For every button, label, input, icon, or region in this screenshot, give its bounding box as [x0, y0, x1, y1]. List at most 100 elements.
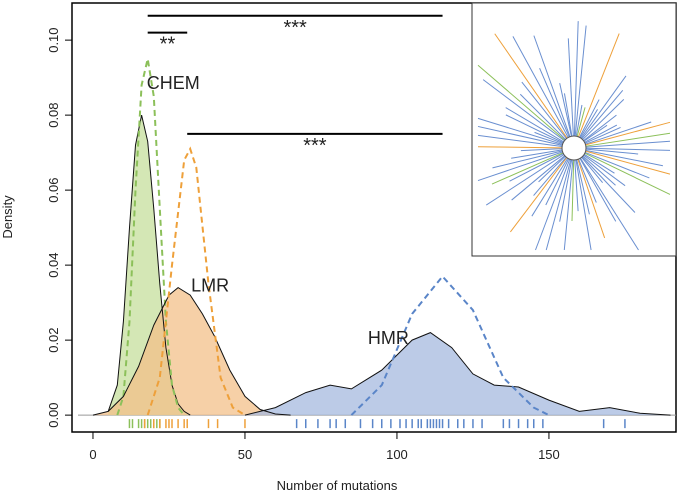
tree-branch	[509, 157, 568, 233]
tree-branch	[482, 79, 565, 142]
series-label: CHEM	[147, 73, 200, 93]
tree-branch	[477, 146, 563, 149]
x-axis-label: Number of mutations	[277, 478, 398, 493]
tree-branch	[583, 153, 615, 174]
tree-branch	[509, 153, 564, 182]
density-area	[108, 115, 191, 416]
tree-branch	[581, 89, 624, 140]
tree-branch	[575, 104, 583, 137]
tree-branch	[584, 152, 671, 195]
tree-branch	[563, 159, 574, 251]
tree-branch	[545, 158, 570, 206]
tree-branch	[505, 107, 564, 143]
tree-branch	[505, 114, 564, 144]
tree-branch	[585, 149, 663, 167]
y-tick-label: 0.04	[46, 252, 61, 277]
density-outline	[92, 286, 291, 416]
density-dashed	[350, 274, 550, 416]
series-label: HMR	[368, 328, 409, 348]
tree-branch	[519, 93, 566, 140]
inset-frame	[471, 2, 677, 257]
tree-branch	[585, 132, 671, 147]
tree-branch	[494, 33, 568, 139]
tree-branch	[559, 83, 572, 137]
density-dashed	[146, 146, 246, 416]
density-area	[93, 287, 291, 416]
tree-branch	[579, 157, 639, 251]
x-tick-label: 0	[89, 447, 96, 462]
tree-branch	[585, 121, 671, 146]
tree-branch	[580, 75, 627, 139]
tree-branch	[574, 159, 579, 212]
x-tick-label: 50	[238, 447, 252, 462]
tree-branch	[567, 38, 574, 137]
tree-center	[561, 135, 587, 161]
tree-branch	[545, 159, 572, 251]
tree-branch	[477, 151, 563, 182]
tree-branch	[584, 124, 618, 143]
tree-branch	[485, 154, 565, 206]
tree-branch	[575, 159, 592, 251]
tree-branch	[511, 155, 566, 201]
density-outline	[244, 332, 671, 416]
tree-branch	[535, 159, 571, 251]
density-area	[245, 332, 671, 416]
significance-label: ***	[303, 135, 327, 157]
tree-branch	[579, 99, 600, 138]
tree-branch	[533, 35, 571, 137]
tree-branch	[520, 148, 563, 152]
series-label: LMR	[191, 275, 229, 295]
tree-branch	[581, 156, 604, 184]
x-tick-label: 100	[386, 447, 408, 462]
tree-branch	[584, 151, 650, 179]
tree-branch	[573, 21, 579, 137]
y-tick-label: 0.10	[46, 27, 61, 52]
tree-branch	[577, 33, 620, 138]
y-tick-label: 0.02	[46, 327, 61, 352]
tree-branch	[512, 36, 569, 138]
tree-branch	[585, 140, 671, 148]
tree-branch	[578, 158, 597, 203]
tree-branch	[531, 157, 569, 217]
tree-branch	[477, 125, 563, 146]
inset-tree	[471, 2, 677, 257]
tree-branch	[577, 159, 606, 239]
tree-branch	[581, 156, 636, 213]
tree-branch	[579, 109, 598, 139]
tree-branch	[491, 152, 564, 185]
tree-branch	[585, 121, 652, 145]
tree-branch	[571, 159, 575, 222]
tree-branch	[533, 156, 567, 196]
tree-branch	[534, 131, 564, 145]
tree-branch	[563, 93, 573, 137]
tree-branch	[582, 155, 616, 186]
tree-branch	[583, 154, 626, 187]
tree-branch	[521, 81, 567, 139]
tree-branch	[582, 98, 625, 140]
y-tick-label: 0.00	[46, 402, 61, 427]
x-tick-label: 150	[538, 447, 560, 462]
tree-branch	[583, 124, 608, 142]
tree-branch	[477, 117, 563, 145]
tree-branch	[539, 67, 570, 138]
y-tick-label: 0.06	[46, 177, 61, 202]
tree-branch	[585, 148, 639, 155]
tree-branch	[579, 158, 617, 222]
tree-branch	[576, 159, 590, 215]
tree-branch	[477, 134, 563, 147]
tree-branch	[584, 126, 621, 144]
tree-branch	[538, 155, 566, 183]
tree-branch	[559, 159, 573, 222]
y-axis-label: Density	[0, 195, 15, 239]
significance-label: **	[160, 34, 176, 56]
tree-branch	[477, 64, 566, 141]
y-tick-label: 0.08	[46, 102, 61, 127]
tree-branch	[511, 149, 563, 159]
tree-branch	[585, 147, 671, 151]
tree-branch	[583, 114, 617, 142]
tree-branch	[585, 150, 671, 175]
tree-branch	[574, 25, 587, 137]
tree-branch	[492, 150, 563, 169]
density-dashed	[116, 58, 185, 416]
